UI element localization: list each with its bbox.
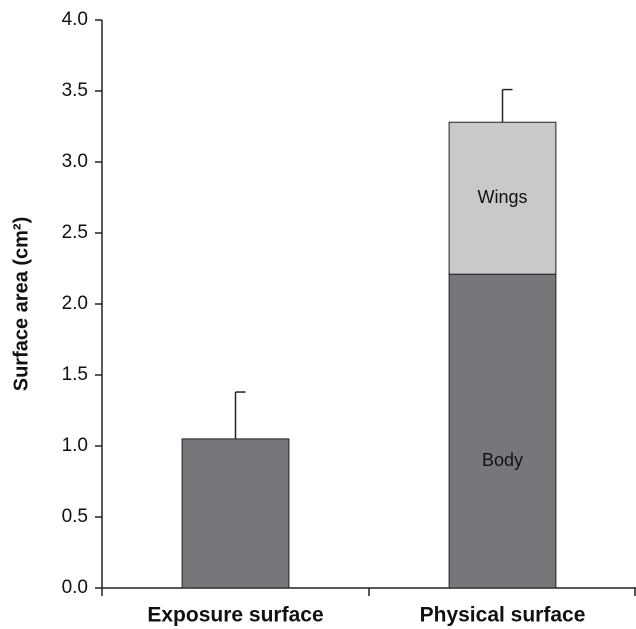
y-tick-label: 1.5 (62, 364, 88, 385)
y-tick-label: 3.5 (62, 80, 88, 101)
y-tick-label: 3.0 (62, 151, 88, 172)
bar-segment (448, 121, 557, 275)
bar-segment (181, 438, 290, 589)
x-tick-label: Physical surface (420, 604, 586, 627)
bar-segment (448, 273, 557, 589)
x-tick-label: Exposure surface (147, 604, 323, 627)
y-tick-label: 2.0 (62, 293, 88, 314)
y-tick-label: 2.5 (62, 222, 88, 243)
y-tick-label: 0.5 (62, 506, 88, 527)
segment-label: Body (482, 450, 523, 470)
segment-label: Wings (477, 187, 527, 207)
y-tick-label: 0.0 (62, 577, 88, 598)
y-tick-label: 1.0 (62, 435, 88, 456)
y-axis-title: Surface area (cm²) (10, 217, 32, 392)
y-tick-label: 4.0 (62, 9, 88, 30)
